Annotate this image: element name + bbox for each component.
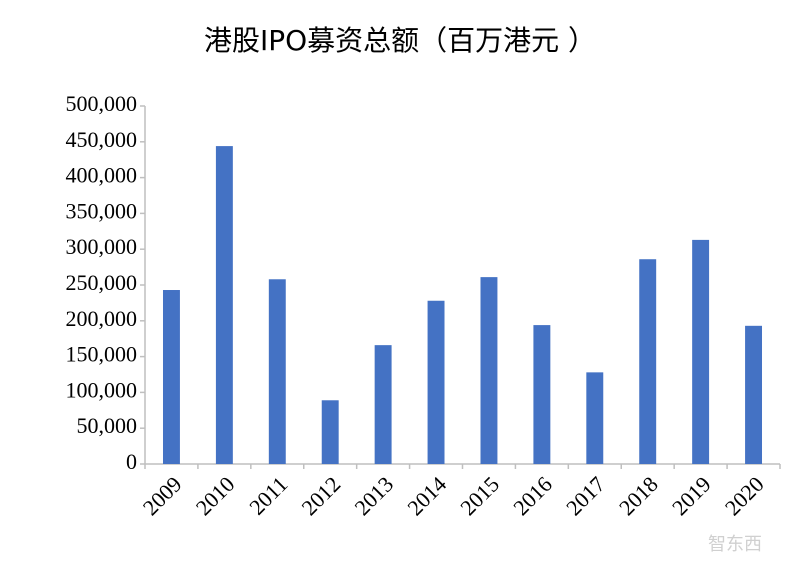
y-tick-label: 150,000 [66,342,138,367]
x-tick-label: 2009 [138,471,187,520]
bar [321,400,339,464]
x-tick-label: 2016 [508,471,557,520]
bar [639,259,657,464]
y-tick-label: 450,000 [66,127,138,152]
x-tick-label: 2017 [561,471,610,520]
bar [480,277,498,464]
x-tick-label: 2012 [297,471,346,520]
x-tick-label: 2020 [720,471,769,520]
x-tick-label: 2013 [349,471,398,520]
bar [162,290,180,464]
bar [533,325,551,464]
y-tick-label: 400,000 [66,163,138,188]
chart-title: 港股IPO募资总额（百万港元 ） [204,24,596,57]
bar [692,239,710,464]
bar [374,345,392,464]
bar [268,279,286,464]
bar [215,146,233,464]
bar [427,300,445,464]
x-tick-label: 2014 [402,471,451,520]
watermark: 智东西 [708,534,762,555]
y-tick-label: 500,000 [66,91,138,116]
y-tick-label: 350,000 [66,198,138,223]
x-tick-label: 2019 [667,471,716,520]
y-tick-label: 250,000 [66,270,138,295]
bar [745,325,763,464]
bar [586,372,604,464]
y-tick-label: 300,000 [66,234,138,259]
y-tick-label: 200,000 [66,306,138,331]
x-tick-label: 2011 [244,471,292,519]
x-tick-label: 2010 [191,471,240,520]
x-tick-label: 2015 [455,471,504,520]
y-tick-label: 0 [126,449,137,474]
y-tick-label: 50,000 [77,413,138,438]
y-tick-label: 100,000 [66,377,138,402]
x-tick-label: 2018 [614,471,663,520]
